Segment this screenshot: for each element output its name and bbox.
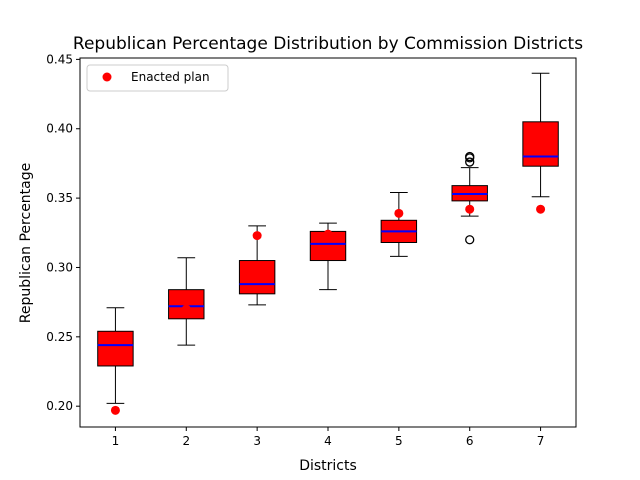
iqr-box xyxy=(238,260,276,295)
plot-area: 1 2 3 4 5 6 7 0.20 0.25 0.30 0.35 0.40 0.45 xyxy=(46,52,577,448)
enacted-plan-point-7 xyxy=(536,204,546,214)
chart-title: Republican Percentage Distribution by Co… xyxy=(73,34,583,54)
y-tick-label: 0.40 xyxy=(46,122,73,136)
y-axis-label: Republican Percentage xyxy=(18,163,34,324)
legend-frame xyxy=(86,64,229,92)
x-tick-label: 3 xyxy=(253,434,261,448)
iqr-box xyxy=(168,289,205,320)
enacted-plan-point-5 xyxy=(394,208,404,218)
y-tick-label: 0.25 xyxy=(46,330,73,344)
iqr-box xyxy=(97,330,134,367)
x-tick-label: 5 xyxy=(395,434,403,448)
iqr-box xyxy=(522,121,559,167)
enacted-plan-point-3 xyxy=(252,231,262,241)
x-tick-label: 2 xyxy=(182,434,190,448)
legend-label-enacted-plan: Enacted plan xyxy=(131,70,210,84)
outlier-point xyxy=(465,235,475,245)
y-tick-label: 0.30 xyxy=(46,260,73,274)
enacted-plan-point-4 xyxy=(323,229,333,239)
outlier-point xyxy=(465,151,475,162)
enacted-plan-point-6 xyxy=(465,204,475,214)
x-tick-label: 6 xyxy=(466,434,474,448)
box-district-3 xyxy=(238,225,276,306)
x-tick-label: 4 xyxy=(324,434,332,448)
y-tick-label: 0.20 xyxy=(46,399,73,413)
x-axis-label: Districts xyxy=(299,458,357,474)
box-district-2 xyxy=(168,257,205,346)
box-district-1 xyxy=(97,307,134,404)
enacted-plan-point-1 xyxy=(110,405,120,415)
x-tick-label: 7 xyxy=(537,434,545,448)
x-tick-label: 1 xyxy=(112,434,120,448)
y-tick-label: 0.35 xyxy=(46,191,73,205)
enacted-plan-point-2 xyxy=(181,304,191,314)
box-district-5 xyxy=(380,192,418,257)
outlier-point xyxy=(465,157,475,167)
box-district-7 xyxy=(522,72,559,198)
legend-marker-enacted-plan xyxy=(102,72,112,82)
y-tick-label: 0.45 xyxy=(46,52,73,66)
legend: Enacted plan xyxy=(86,64,229,92)
box-district-6 xyxy=(451,151,488,245)
